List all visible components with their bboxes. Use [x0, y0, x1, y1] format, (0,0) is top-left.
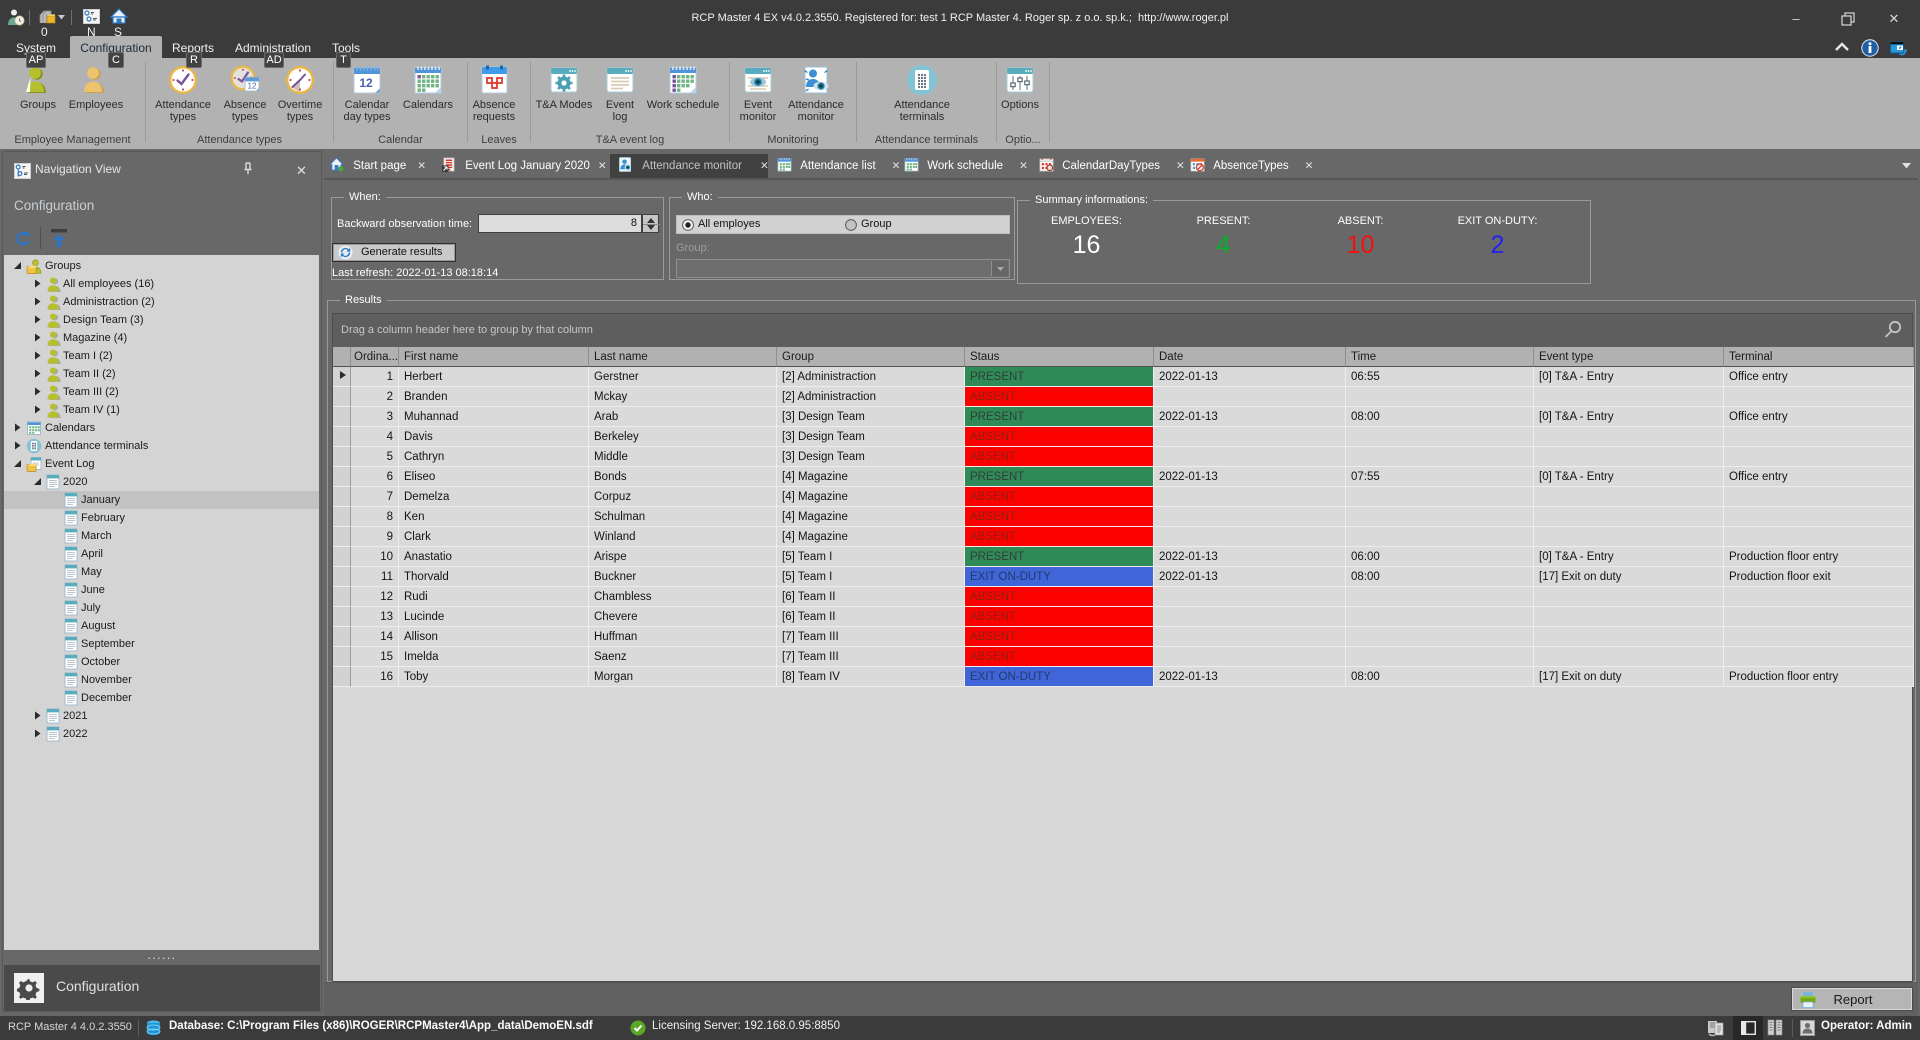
svg-text:12: 12 — [248, 82, 257, 91]
svg-text:12: 12 — [359, 76, 373, 90]
